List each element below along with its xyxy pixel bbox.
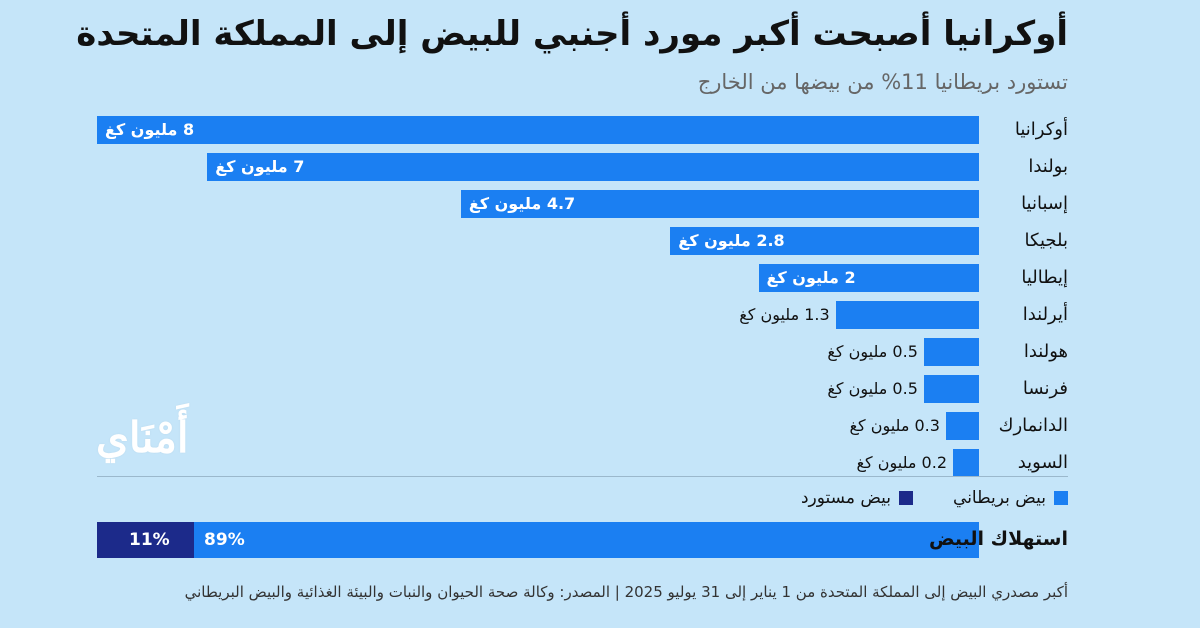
category-label: بولندا <box>1028 156 1068 177</box>
legend-item-british: بيض بريطاني <box>953 488 1068 508</box>
bar-value-label: 2 مليون كغ <box>766 268 856 287</box>
category-label: بلجيكا <box>1024 230 1068 251</box>
category-label: السويد <box>1017 452 1068 473</box>
bar-5 <box>835 301 979 329</box>
bar-value-label: 0.5 مليون كغ <box>827 379 918 398</box>
legend-label-british: بيض بريطاني <box>953 488 1046 508</box>
category-label: فرنسا <box>1022 378 1068 399</box>
category-label: إيطاليا <box>1021 267 1068 288</box>
bar-value-label: 0.2 مليون كغ <box>856 453 947 472</box>
bar-value-label: 2.8 مليون كغ <box>678 231 785 250</box>
bar-3 <box>670 227 979 255</box>
bar-9 <box>953 449 979 477</box>
category-label: إسبانيا <box>1021 193 1068 214</box>
legend-item-imported: بيض مستورد <box>800 488 914 508</box>
bar-4 <box>758 264 979 292</box>
category-label: أوكرانيا <box>1014 119 1068 140</box>
legend-swatch-british <box>1054 491 1068 505</box>
stack-segment-imported: 11% <box>97 522 195 558</box>
chart-subtitle: تستورد بريطانيا 11% من بيضها من الخارج <box>697 70 1068 94</box>
divider <box>97 476 1068 477</box>
bar-2 <box>460 190 979 218</box>
bar-0 <box>97 116 979 144</box>
bar-6 <box>923 338 979 366</box>
legend-swatch-imported <box>899 491 914 505</box>
stacked-bar: 89% 11% <box>97 522 979 558</box>
stack-segment-british: 89% <box>194 522 979 558</box>
bar-value-label: 4.7 مليون كغ <box>468 194 576 213</box>
bar-value-label: 8 مليون كغ <box>105 120 195 139</box>
bar-7 <box>923 375 979 403</box>
brand-logo: أَمْنَاي <box>96 413 189 462</box>
legend-label-imported: بيض مستورد <box>800 488 892 508</box>
stack-label-british: 89% <box>204 530 245 550</box>
bar-8 <box>945 412 979 440</box>
bar-value-label: 7 مليون كغ <box>215 157 305 176</box>
bar-1 <box>207 153 979 181</box>
category-label: الدانمارك <box>998 415 1068 436</box>
source-note: أكبر مصدري البيض إلى المملكة المتحدة من … <box>184 583 1068 601</box>
bar-value-label: 1.3 مليون كغ <box>739 305 830 324</box>
stack-label-imported: 11% <box>129 530 170 550</box>
bar-chart: 8 مليون كغ أوكرانيا 7 مليون كغ بولندا 4.7 مل… <box>97 116 1068 477</box>
bar-value-label: 0.5 مليون كغ <box>827 342 918 361</box>
stack-category-label: استهلاك البيض <box>928 528 1068 550</box>
bar-value-label: 0.3 مليون كغ <box>849 416 940 435</box>
category-label: أيرلندا <box>1022 304 1068 325</box>
category-label: هولندا <box>1023 341 1068 362</box>
legend: بيض بريطاني بيض مستورد <box>801 488 1068 508</box>
chart-title: أوكرانيا أصبحت أكبر مورد أجنبي للبيض إلى… <box>76 14 1068 54</box>
